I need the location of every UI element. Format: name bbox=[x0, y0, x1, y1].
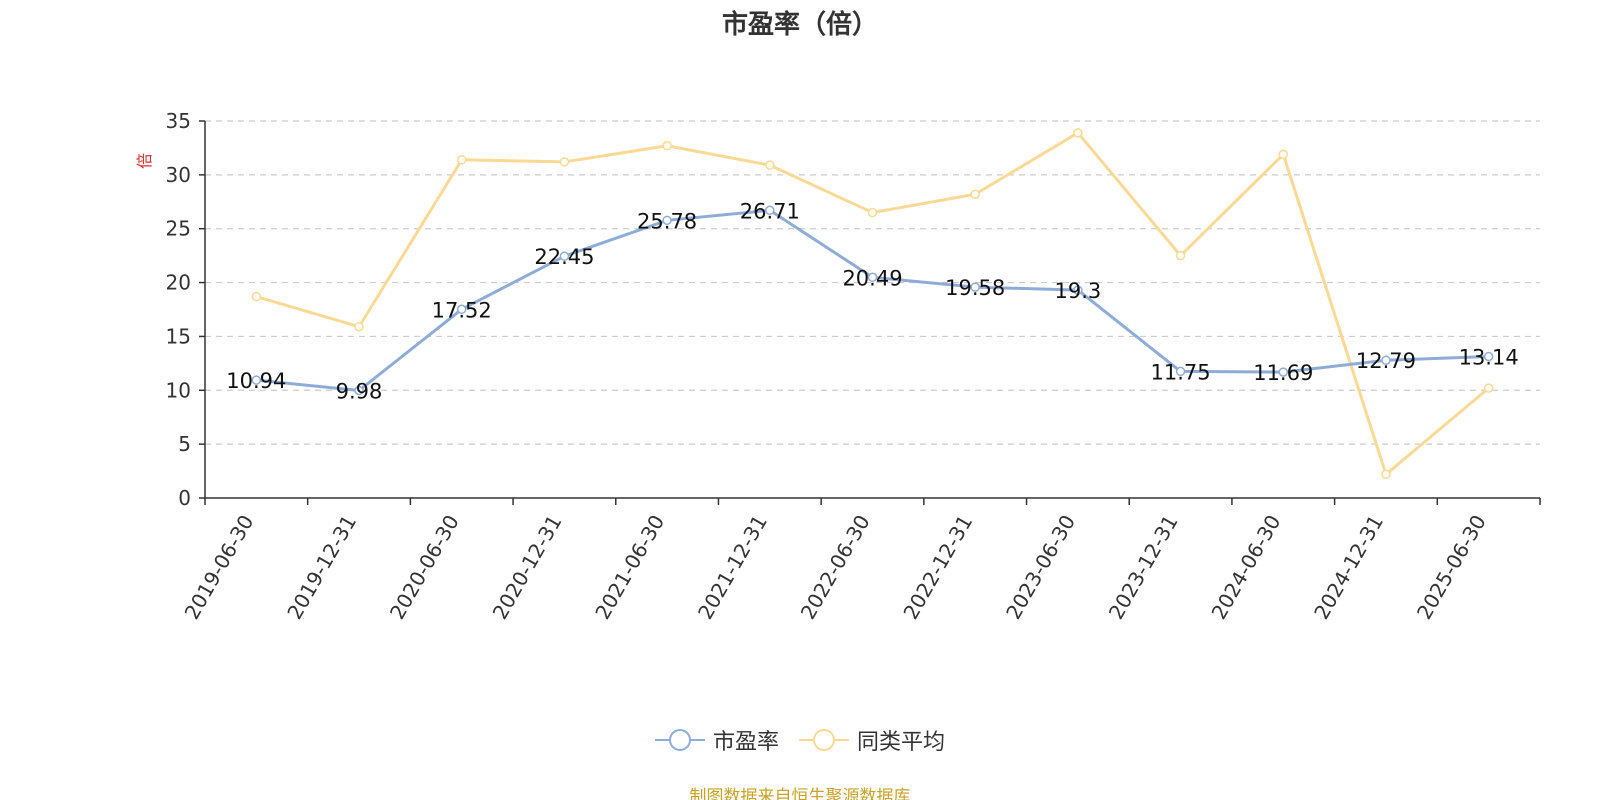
data-label-pe: 12.79 bbox=[1356, 349, 1416, 373]
point-avg bbox=[867, 207, 878, 218]
y-axis-unit-label: 倍 bbox=[135, 153, 154, 169]
data-label-pe: 11.75 bbox=[1151, 360, 1211, 384]
point-avg bbox=[1278, 149, 1289, 160]
x-tick-label: 2024-12-31 bbox=[1309, 511, 1388, 624]
data-label-pe: 17.52 bbox=[432, 298, 492, 322]
point-pe bbox=[559, 251, 570, 261]
y-tick-label: 35 bbox=[166, 109, 191, 133]
x-tick-label: 2021-06-30 bbox=[590, 511, 669, 624]
y-tick-label: 0 bbox=[178, 486, 191, 510]
point-avg bbox=[1073, 128, 1083, 138]
data-label-pe: 25.78 bbox=[637, 209, 697, 233]
point-pe bbox=[1175, 366, 1186, 377]
point-pe bbox=[251, 375, 262, 385]
x-tick-label: 2021-12-31 bbox=[693, 511, 772, 624]
data-label-pe: 10.94 bbox=[226, 369, 286, 393]
y-tick-label: 25 bbox=[166, 217, 191, 241]
point-avg bbox=[559, 157, 570, 167]
point-pe bbox=[1278, 367, 1289, 377]
x-tick-label: 2019-06-30 bbox=[180, 511, 259, 624]
chart-title: 市盈率（倍） bbox=[721, 10, 878, 40]
point-avg bbox=[456, 155, 467, 165]
point-avg bbox=[251, 291, 262, 302]
y-tick-label: 15 bbox=[166, 324, 191, 348]
x-tick-label: 2020-06-30 bbox=[385, 511, 464, 624]
source-note: 制图数据来自恒生聚源数据库 bbox=[689, 787, 911, 800]
point-pe bbox=[662, 215, 672, 226]
point-pe bbox=[456, 304, 467, 315]
y-tick-label: 5 bbox=[178, 432, 191, 456]
legend-avg-label: 同类平均 bbox=[857, 730, 946, 755]
legend-pe-marker-icon bbox=[654, 729, 705, 751]
x-tick-label: 2025-06-30 bbox=[1412, 511, 1491, 624]
y-tick-label: 10 bbox=[166, 378, 191, 402]
point-avg bbox=[765, 160, 775, 170]
data-label-pe: 9.98 bbox=[336, 380, 383, 404]
legend-item-pe[interactable]: 市盈率 bbox=[654, 724, 779, 756]
legend: 市盈率 同类平均 bbox=[0, 724, 1600, 756]
x-tick-label: 2023-12-31 bbox=[1104, 511, 1183, 624]
data-label-pe: 26.71 bbox=[740, 199, 800, 223]
y-tick-label: 30 bbox=[166, 163, 191, 187]
x-tick-label: 2020-12-31 bbox=[488, 511, 567, 624]
point-pe bbox=[970, 282, 980, 292]
data-label-pe: 22.45 bbox=[534, 245, 594, 269]
point-pe bbox=[867, 272, 878, 283]
data-label-pe: 19.3 bbox=[1055, 279, 1102, 303]
x-tick-label: 2022-12-31 bbox=[898, 511, 977, 624]
legend-pe-label: 市盈率 bbox=[712, 730, 779, 755]
x-tick-label: 2023-06-30 bbox=[1001, 511, 1080, 624]
data-label-pe: 11.69 bbox=[1253, 361, 1313, 385]
point-pe bbox=[1381, 355, 1391, 365]
x-tick-label: 2019-12-31 bbox=[282, 511, 361, 624]
data-label-pe: 13.14 bbox=[1459, 345, 1519, 369]
point-avg bbox=[1381, 469, 1391, 480]
legend-avg-marker-icon bbox=[799, 729, 849, 751]
point-pe bbox=[1073, 285, 1083, 295]
point-avg bbox=[354, 321, 364, 332]
x-tick-label: 2022-06-30 bbox=[796, 511, 875, 624]
y-tick-label: 20 bbox=[166, 271, 191, 295]
point-pe bbox=[765, 205, 775, 216]
legend-item-avg[interactable]: 同类平均 bbox=[799, 724, 945, 756]
data-label-pe: 19.58 bbox=[945, 276, 1005, 300]
data-label-pe: 20.49 bbox=[842, 266, 902, 290]
point-pe bbox=[354, 385, 364, 396]
point-pe bbox=[1483, 351, 1494, 362]
point-avg bbox=[1175, 250, 1186, 261]
point-avg bbox=[970, 189, 980, 199]
point-avg bbox=[662, 141, 672, 151]
x-tick-label: 2024-06-30 bbox=[1207, 511, 1286, 624]
point-avg bbox=[1483, 383, 1494, 393]
